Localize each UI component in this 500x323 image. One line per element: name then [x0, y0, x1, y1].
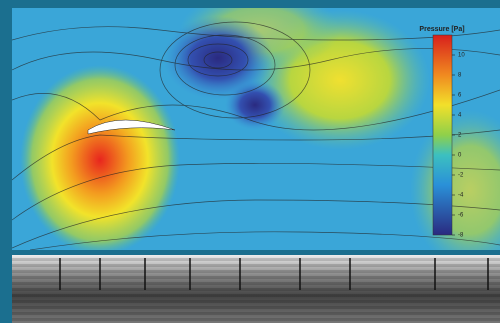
colorbar-tick-label: 10: [458, 53, 465, 59]
chart: Pressure [Pa] 1086420-2-4-6-8: [0, 0, 500, 323]
colorbar-tick-label: -8: [458, 233, 464, 239]
colorbar-title: Pressure [Pa]: [419, 26, 464, 33]
time-strip: [12, 255, 500, 323]
colorbar-tick-label: -4: [458, 193, 464, 199]
colorbar: [433, 35, 452, 235]
pressure-field: [12, 0, 500, 270]
colorbar-tick-label: -6: [458, 213, 464, 219]
colorbar-tick-label: -2: [458, 173, 464, 179]
visualization: Pressure [Pa] 1086420-2-4-6-8: [0, 0, 500, 323]
